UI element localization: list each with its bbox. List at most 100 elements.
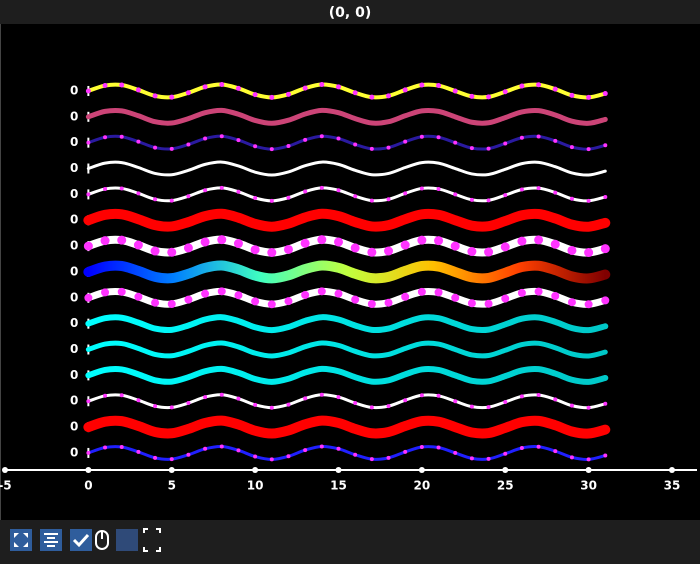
marker xyxy=(169,198,174,203)
marker xyxy=(319,392,324,397)
x-tick-label: 0 xyxy=(84,479,92,493)
check-button[interactable] xyxy=(70,529,92,551)
marker xyxy=(502,89,508,95)
fit-button[interactable] xyxy=(10,529,32,551)
marker xyxy=(334,289,343,298)
marker xyxy=(136,398,141,403)
marker xyxy=(284,297,293,306)
marker xyxy=(503,193,508,198)
marker xyxy=(203,188,208,193)
marker xyxy=(219,134,224,139)
marker xyxy=(403,398,408,403)
marker xyxy=(586,94,592,100)
marker xyxy=(484,247,494,257)
marker xyxy=(584,300,593,309)
marker xyxy=(486,405,491,410)
color-button[interactable] xyxy=(116,529,138,551)
x-tick xyxy=(335,467,342,473)
marker xyxy=(136,449,141,454)
mouse-icon[interactable] xyxy=(95,530,109,550)
marker xyxy=(103,393,108,398)
marker xyxy=(183,243,193,253)
marker xyxy=(269,94,275,100)
marker xyxy=(317,235,327,245)
marker xyxy=(85,88,91,94)
x-tick xyxy=(168,467,175,473)
marker xyxy=(253,454,258,459)
x-tick-label: 25 xyxy=(497,479,514,493)
fullscreen-button[interactable] xyxy=(143,528,161,552)
marker xyxy=(519,135,524,140)
x-tick xyxy=(668,467,675,473)
marker xyxy=(219,392,224,397)
marker xyxy=(302,85,308,91)
marker xyxy=(501,294,510,303)
marker xyxy=(236,189,241,194)
marker xyxy=(336,395,341,400)
marker xyxy=(301,290,310,299)
marker xyxy=(486,456,491,461)
toolbar xyxy=(0,520,700,560)
marker xyxy=(386,93,392,99)
marker xyxy=(353,452,358,457)
marker xyxy=(217,235,227,245)
marker xyxy=(167,300,176,309)
marker xyxy=(286,195,291,200)
marker xyxy=(100,236,110,246)
marker xyxy=(253,402,258,407)
marker xyxy=(186,452,191,457)
marker xyxy=(333,237,343,247)
marker xyxy=(269,457,274,462)
marker xyxy=(436,445,441,450)
title-bar xyxy=(0,0,700,24)
marker xyxy=(569,145,574,150)
marker xyxy=(419,186,424,191)
marker xyxy=(419,393,424,398)
align-button[interactable] xyxy=(40,529,62,551)
marker xyxy=(469,93,475,99)
marker xyxy=(553,138,558,143)
marker xyxy=(269,147,274,152)
marker xyxy=(503,400,508,405)
marker xyxy=(84,293,93,302)
y-tick-label: 0 xyxy=(70,161,78,175)
marker xyxy=(519,446,524,451)
marker xyxy=(469,146,474,151)
marker xyxy=(553,449,558,454)
marker xyxy=(486,94,492,100)
marker xyxy=(217,287,226,296)
marker xyxy=(117,287,126,296)
marker xyxy=(586,147,591,152)
marker xyxy=(500,242,510,252)
marker xyxy=(586,405,591,410)
marker xyxy=(550,239,560,249)
marker xyxy=(403,191,408,196)
marker xyxy=(403,449,408,454)
marker xyxy=(519,83,525,89)
marker xyxy=(353,401,358,406)
marker xyxy=(219,82,225,88)
marker xyxy=(600,244,610,254)
marker xyxy=(169,94,175,100)
marker xyxy=(467,299,476,308)
marker xyxy=(134,292,143,301)
x-tick xyxy=(85,467,92,473)
series-line xyxy=(83,260,611,284)
marker xyxy=(486,198,491,203)
marker xyxy=(536,82,542,88)
marker xyxy=(235,85,241,91)
window-title: (0, 0) xyxy=(329,5,371,21)
marker xyxy=(203,395,208,400)
marker xyxy=(469,404,474,409)
marker xyxy=(434,236,444,246)
marker xyxy=(117,235,127,245)
y-tick-label: 0 xyxy=(70,420,78,434)
x-tick xyxy=(252,467,259,473)
marker xyxy=(201,289,210,298)
marker xyxy=(603,453,608,458)
marker xyxy=(353,142,358,147)
marker xyxy=(169,146,174,151)
marker xyxy=(286,144,291,149)
marker xyxy=(417,235,427,245)
marker xyxy=(253,144,258,149)
